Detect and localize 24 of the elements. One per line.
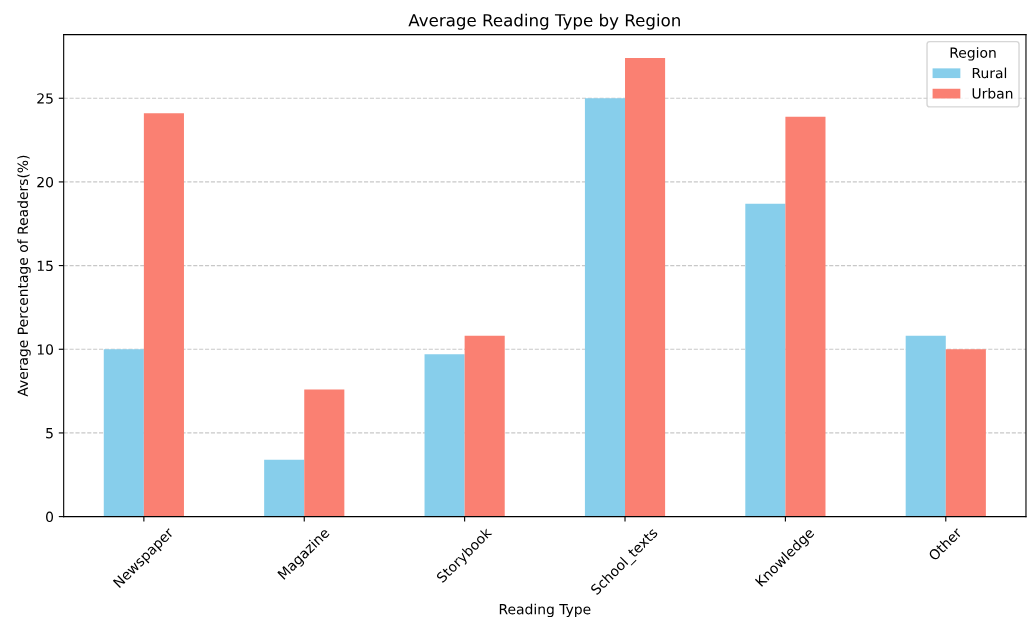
chart-title: Average Reading Type by Region — [408, 13, 680, 30]
y-axis-title: Average Percentage of Readers(%) — [17, 155, 31, 397]
legend-label: Urban — [972, 87, 1013, 99]
y-tick-label: 0 — [46, 511, 54, 523]
bar — [143, 113, 184, 517]
legend-title: Region — [950, 47, 996, 61]
bar — [103, 349, 144, 517]
bar — [424, 354, 465, 517]
x-axis-title: Reading Type — [499, 603, 591, 618]
y-tick-label: 5 — [46, 428, 53, 439]
bar — [584, 98, 626, 517]
y-tick-label: 20 — [37, 176, 54, 188]
y-tick-label: 25 — [37, 93, 53, 104]
bar — [264, 459, 305, 517]
bar — [945, 349, 986, 517]
bar — [905, 335, 946, 517]
bar — [785, 116, 826, 517]
y-tick-label: 15 — [37, 260, 53, 272]
legend-label: Rural — [972, 67, 1007, 79]
y-tick-label: 10 — [37, 344, 54, 355]
bar — [304, 389, 345, 517]
bar — [745, 203, 786, 517]
bar — [464, 335, 505, 517]
bar — [625, 58, 666, 517]
